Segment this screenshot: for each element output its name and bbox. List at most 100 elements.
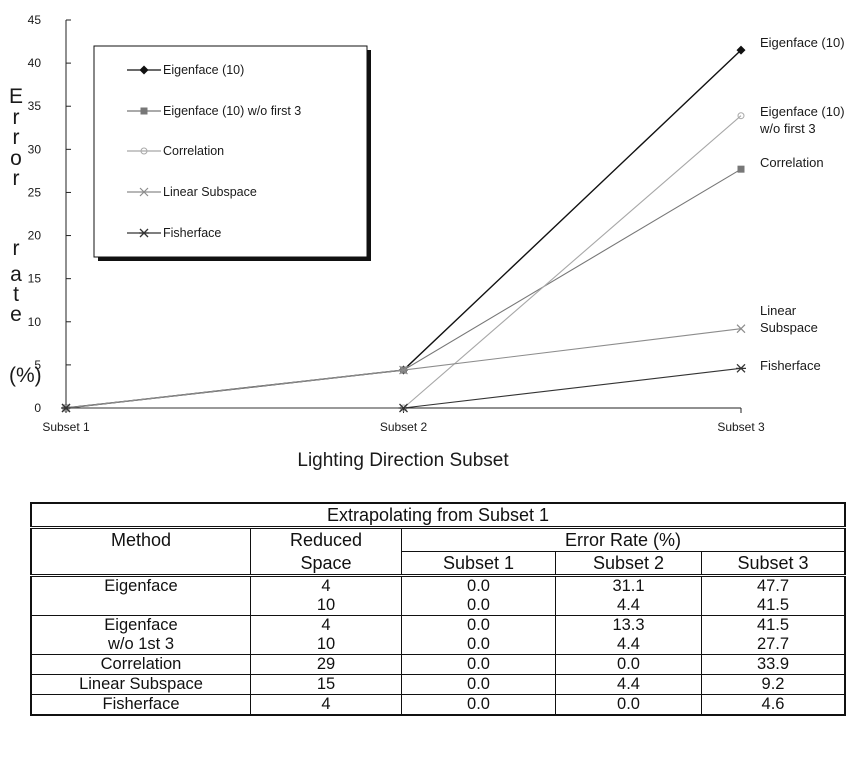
cell-space: 4 [250, 615, 402, 635]
cell-subset-3: 9.2 [701, 674, 846, 695]
cell-space: 10 [250, 596, 402, 616]
y-label-unit: (%) [9, 364, 42, 387]
header-subset-2: Subset 2 [555, 551, 702, 577]
legend-label: Linear Subspace [163, 185, 257, 199]
series-end-label: Eigenface (10) [760, 35, 845, 50]
header-space: Space [250, 551, 402, 577]
legend-marker [139, 65, 149, 75]
cell-method: Eigenface [30, 575, 251, 596]
y-label-letter: r [13, 106, 20, 129]
legend-marker [139, 187, 149, 197]
cell-method [30, 596, 251, 616]
data-point [736, 324, 746, 334]
cell-subset-2: 31.1 [555, 575, 702, 596]
y-tick-label: 20 [28, 229, 42, 243]
cell-space: 15 [250, 674, 402, 695]
legend-label: Eigenface (10) [163, 63, 244, 77]
x-tick-label: Subset 3 [717, 420, 765, 434]
table-title: Extrapolating from Subset 1 [30, 503, 846, 529]
header-method-blank [30, 551, 251, 577]
table-row: w/o 1st 3 10 0.0 4.4 27.7 [30, 635, 846, 655]
y-tick-label: 30 [28, 142, 42, 156]
header-subset-3: Subset 3 [701, 551, 846, 577]
series-end-label: Linear Subspace [760, 303, 818, 335]
cell-subset-3: 27.7 [701, 635, 846, 655]
y-label-letter: t [13, 283, 19, 306]
cell-subset-2: 0.0 [555, 694, 702, 715]
cell-subset-2: 4.4 [555, 596, 702, 616]
cell-method: Correlation [30, 654, 251, 675]
cell-subset-1: 0.0 [401, 654, 556, 675]
cell-method: Fisherface [30, 694, 251, 715]
cell-method: Eigenface [30, 615, 251, 635]
cell-subset-3: 33.9 [701, 654, 846, 675]
y-label-letter: o [10, 147, 22, 170]
data-point [399, 365, 408, 375]
x-tick-label: Subset 2 [380, 420, 428, 434]
legend-marker [139, 228, 149, 238]
cell-space: 4 [250, 694, 402, 715]
y-tick-label: 0 [34, 401, 41, 415]
cell-method: w/o 1st 3 [30, 635, 251, 655]
data-point [736, 45, 746, 55]
legend-marker [140, 147, 148, 155]
cell-subset-3: 4.6 [701, 694, 846, 715]
x-tick-label: Subset 1 [42, 420, 90, 434]
x-axis-label: Lighting Direction Subset [297, 450, 509, 471]
series-end-label: Correlation [760, 155, 824, 170]
cell-subset-1: 0.0 [401, 575, 556, 596]
table-row: 10 0.0 4.4 41.5 [30, 596, 846, 616]
legend-label: Correlation [163, 144, 224, 158]
y-label-letter: r [13, 167, 20, 190]
results-table: Extrapolating from Subset 1 Method Reduc… [30, 502, 846, 716]
legend-label: Eigenface (10) w/o first 3 [163, 104, 301, 118]
y-label-letter: e [10, 303, 22, 326]
cell-subset-1: 0.0 [401, 596, 556, 616]
x-ticks: Subset 1 Subset 2 Subset 3 [42, 408, 765, 434]
legend-label: Fisherface [163, 226, 221, 240]
cell-method: Linear Subspace [30, 674, 251, 695]
table-row: Fisherface 4 0.0 0.0 4.6 [30, 694, 846, 715]
cell-subset-2: 4.4 [555, 674, 702, 695]
data-point [61, 403, 71, 413]
cell-space: 4 [250, 575, 402, 596]
cell-subset-2: 13.3 [555, 615, 702, 635]
series-end-label: Fisherface [760, 358, 821, 373]
data-point [737, 112, 745, 120]
series-group [61, 45, 746, 413]
table-row: Correlation 29 0.0 0.0 33.9 [30, 654, 846, 675]
y-tick-label: 10 [28, 315, 42, 329]
series-end-label: Eigenface (10) w/o first 3 [759, 104, 845, 136]
legend-marker [140, 107, 148, 115]
cell-subset-1: 0.0 [401, 694, 556, 715]
table-row: Eigenface 4 0.0 13.3 41.5 [30, 615, 846, 635]
y-label-letter: r [13, 237, 20, 260]
data-point [736, 363, 746, 373]
cell-subset-2: 0.0 [555, 654, 702, 675]
y-label-letter: r [13, 126, 20, 149]
y-tick-label: 35 [28, 99, 42, 113]
end-labels: Eigenface (10) Eigenface (10) w/o first 3 C… [759, 35, 845, 373]
y-label-letter: a [10, 263, 22, 286]
cell-subset-1: 0.0 [401, 615, 556, 635]
y-tick-label: 25 [28, 185, 42, 199]
data-point [398, 403, 409, 413]
header-reduced: Reduced [250, 527, 402, 552]
data-point [737, 165, 745, 173]
y-label-letter: E [9, 85, 23, 108]
legend: Eigenface (10) Eigenface (10) w/o first 3… [93, 45, 371, 261]
cell-subset-1: 0.0 [401, 674, 556, 695]
cell-space: 29 [250, 654, 402, 675]
cell-subset-3: 41.5 [701, 615, 846, 635]
y-tick-label: 45 [28, 13, 42, 27]
y-tick-label: 5 [34, 358, 41, 372]
cell-subset-3: 47.7 [701, 575, 846, 596]
table-row: Eigenface 4 0.0 31.1 47.7 [30, 575, 846, 596]
table-row: Linear Subspace 15 0.0 4.4 9.2 [30, 674, 846, 695]
cell-subset-1: 0.0 [401, 635, 556, 655]
header-method: Method [30, 527, 251, 552]
y-tick-label: 15 [28, 272, 42, 286]
header-subset-1: Subset 1 [401, 551, 556, 577]
